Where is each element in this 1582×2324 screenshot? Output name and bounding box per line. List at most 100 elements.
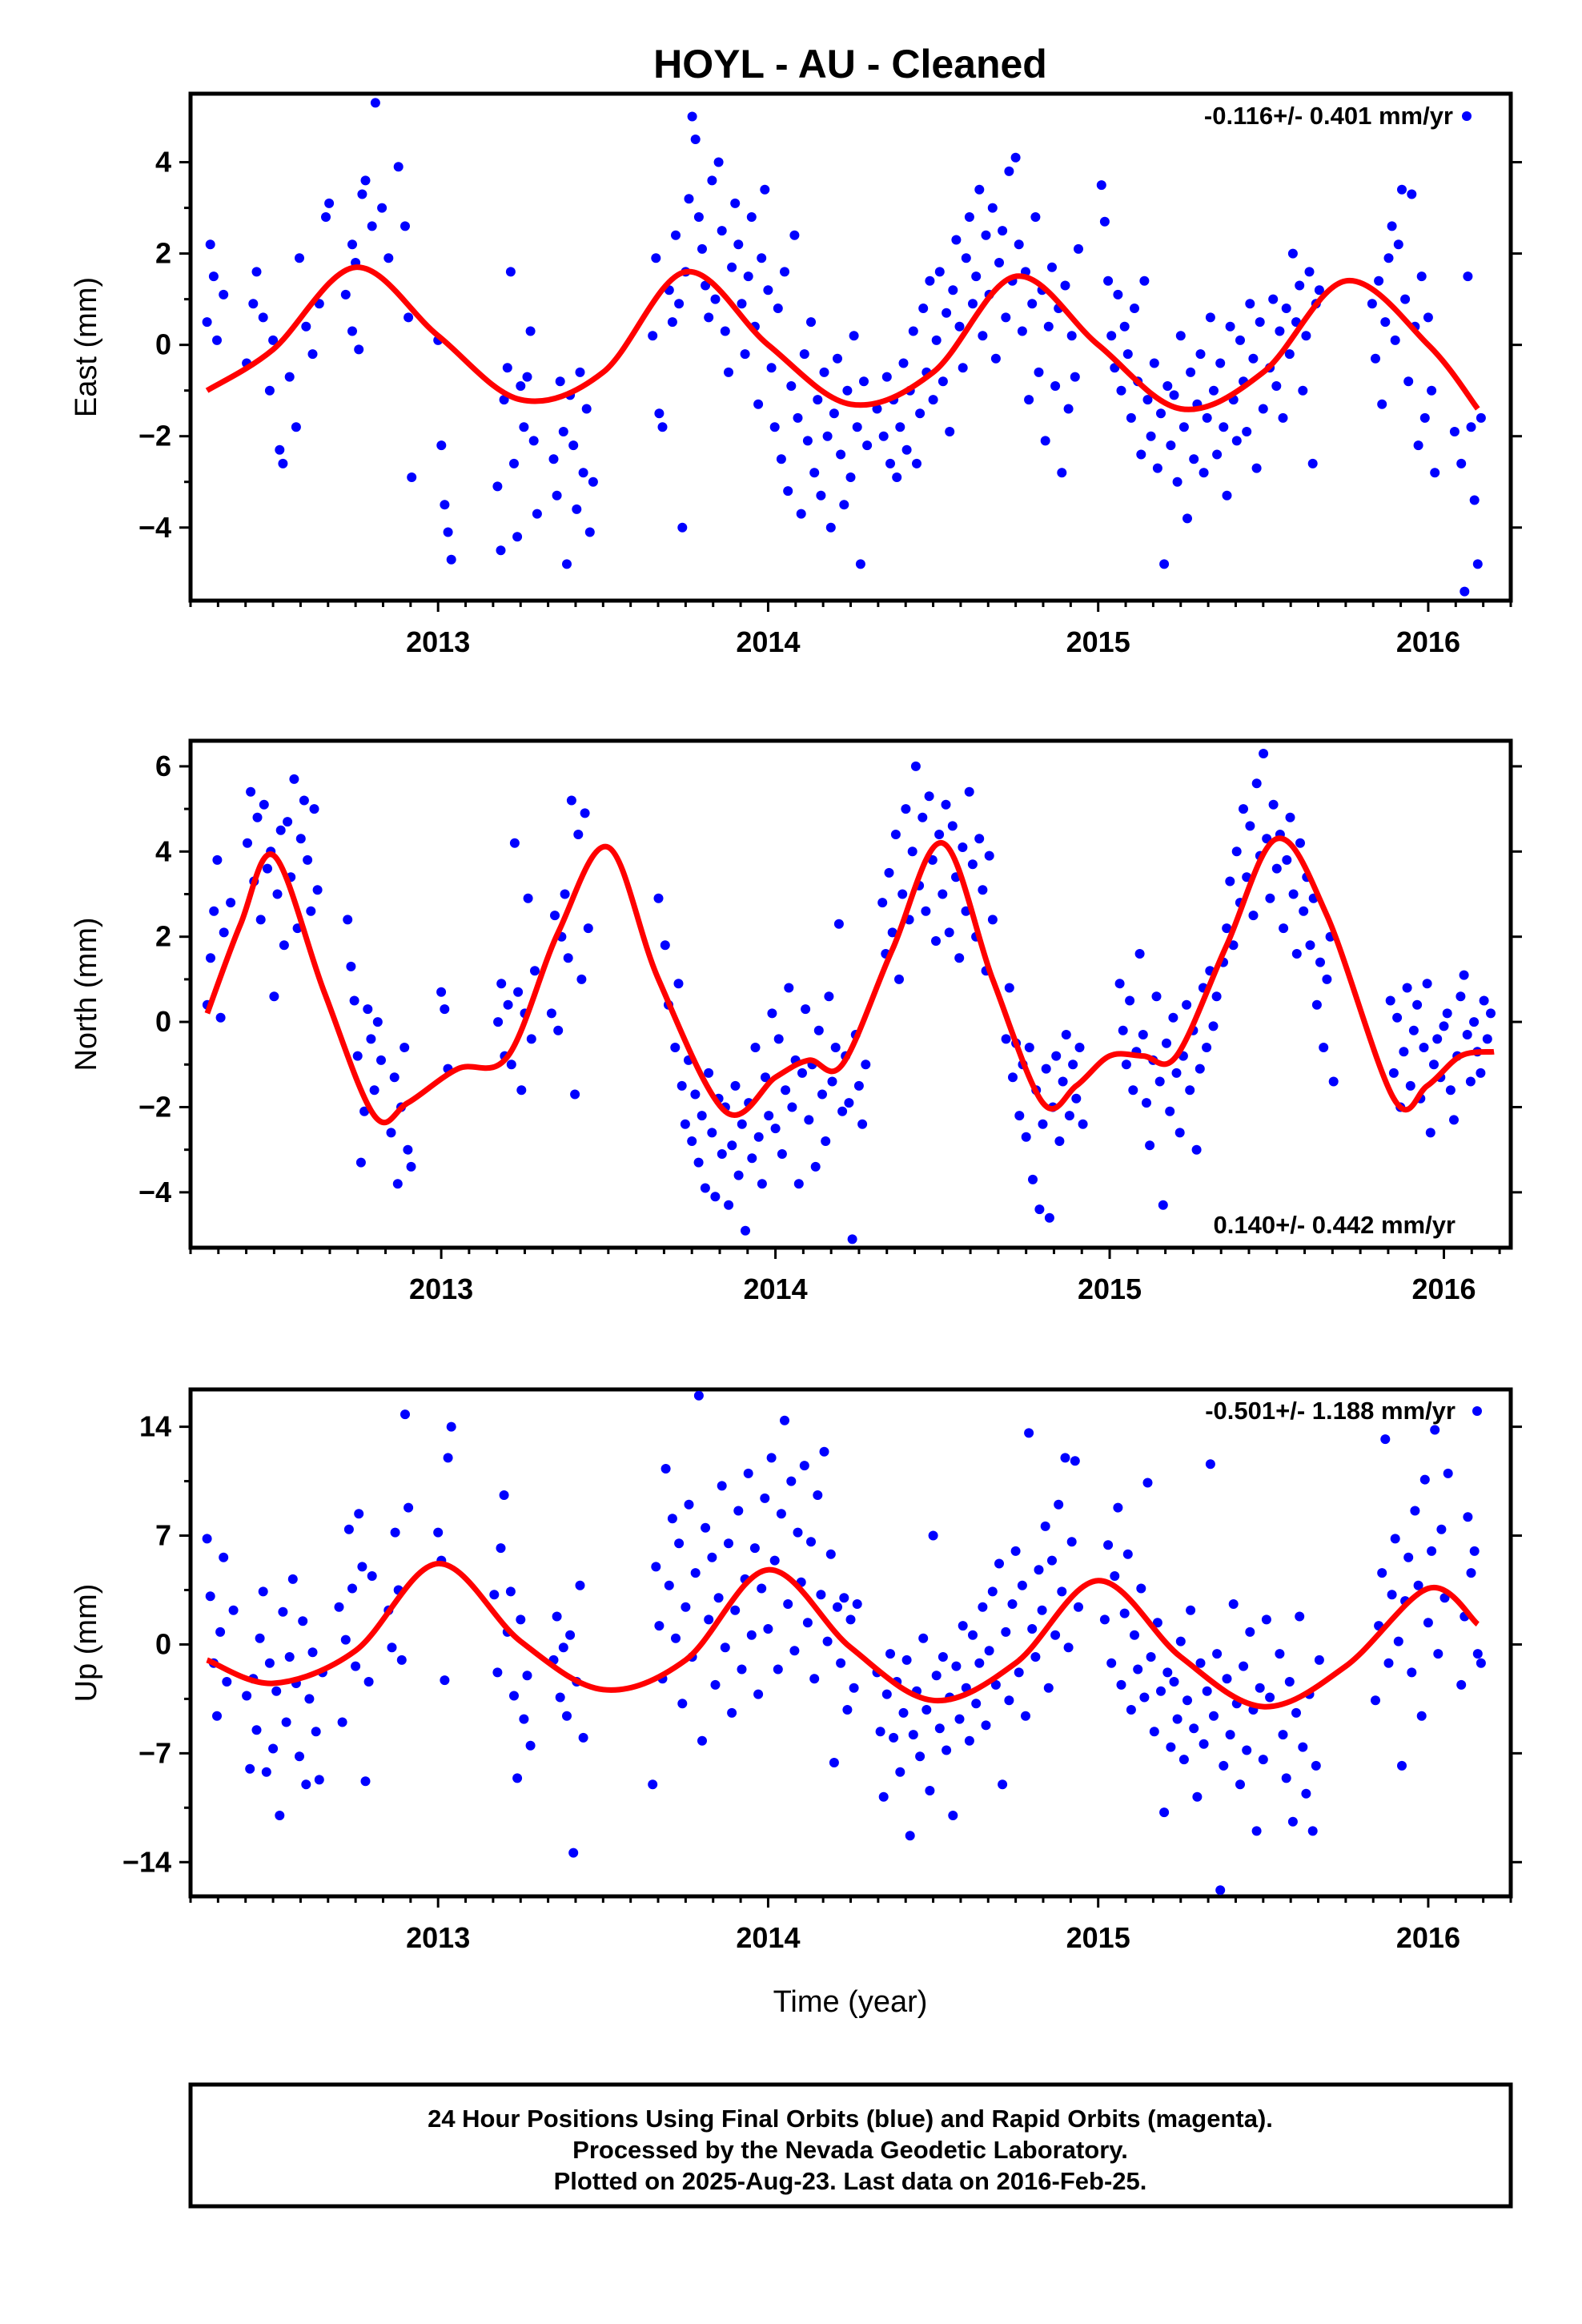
data-point bbox=[259, 799, 269, 810]
data-point bbox=[311, 1727, 321, 1737]
data-point bbox=[727, 1707, 737, 1718]
data-point bbox=[1057, 468, 1067, 478]
data-point bbox=[279, 940, 289, 951]
data-point bbox=[1014, 1667, 1024, 1678]
data-point bbox=[710, 1192, 721, 1202]
data-point bbox=[1209, 1711, 1219, 1721]
data-point bbox=[502, 363, 512, 373]
data-point bbox=[934, 830, 945, 839]
data-point bbox=[1390, 335, 1400, 345]
data-point bbox=[301, 1779, 311, 1790]
data-point bbox=[1430, 1425, 1440, 1435]
data-point bbox=[1116, 385, 1126, 396]
data-point bbox=[690, 135, 701, 144]
data-point bbox=[861, 1059, 871, 1070]
data-point bbox=[1222, 490, 1232, 501]
data-point bbox=[934, 1723, 945, 1734]
data-point bbox=[746, 212, 757, 222]
data-point bbox=[284, 1652, 295, 1662]
data-point bbox=[1413, 440, 1423, 451]
data-point bbox=[852, 1599, 862, 1609]
data-point bbox=[830, 1043, 841, 1052]
data-point bbox=[1284, 349, 1295, 360]
data-point bbox=[1443, 1468, 1453, 1478]
data-point bbox=[707, 1128, 717, 1138]
data-point bbox=[1425, 1128, 1435, 1138]
data-point bbox=[1271, 863, 1282, 874]
data-point bbox=[264, 1658, 275, 1668]
data-point bbox=[370, 98, 380, 108]
data-point bbox=[978, 331, 988, 341]
data-point bbox=[945, 427, 955, 436]
data-point bbox=[915, 408, 926, 419]
data-point bbox=[1182, 999, 1192, 1010]
data-point bbox=[440, 1004, 450, 1015]
data-point bbox=[862, 440, 873, 451]
data-point bbox=[836, 449, 846, 460]
data-point bbox=[1110, 1571, 1120, 1581]
data-point bbox=[528, 436, 539, 446]
data-point bbox=[1149, 1727, 1159, 1737]
data-point bbox=[309, 804, 319, 814]
data-point bbox=[1074, 1602, 1083, 1612]
data-point bbox=[205, 239, 215, 250]
data-point bbox=[994, 258, 1004, 267]
data-point bbox=[710, 1679, 721, 1690]
data-point bbox=[1278, 412, 1288, 423]
data-point bbox=[492, 481, 503, 492]
data-point bbox=[1041, 1063, 1051, 1074]
data-point bbox=[1328, 1076, 1339, 1087]
data-point bbox=[219, 927, 229, 938]
data-point bbox=[1456, 458, 1467, 468]
data-point bbox=[1235, 335, 1245, 345]
data-point bbox=[753, 1132, 764, 1142]
y-tick-label: −2 bbox=[139, 1090, 171, 1123]
data-point bbox=[704, 312, 714, 323]
data-point bbox=[901, 444, 912, 455]
data-point bbox=[931, 1671, 942, 1681]
data-point bbox=[387, 1642, 397, 1653]
data-point bbox=[1275, 326, 1285, 336]
data-point bbox=[990, 353, 1001, 364]
data-point bbox=[503, 999, 513, 1010]
data-point bbox=[887, 927, 897, 938]
data-point bbox=[301, 321, 311, 332]
data-point bbox=[202, 317, 212, 328]
data-point bbox=[306, 906, 316, 916]
data-point bbox=[954, 1714, 965, 1724]
data-point bbox=[1146, 1652, 1156, 1662]
data-point bbox=[550, 911, 560, 921]
data-point bbox=[1159, 559, 1170, 569]
data-point bbox=[797, 1068, 807, 1078]
data-point bbox=[367, 1571, 377, 1581]
data-point bbox=[492, 1667, 503, 1678]
data-point bbox=[839, 500, 849, 510]
data-point bbox=[942, 308, 952, 318]
data-point bbox=[1423, 1618, 1433, 1628]
data-point bbox=[1291, 949, 1302, 959]
data-point bbox=[1476, 1068, 1486, 1078]
data-point bbox=[885, 458, 895, 468]
data-point bbox=[974, 834, 985, 844]
data-point bbox=[555, 1692, 565, 1703]
data-point bbox=[1466, 1568, 1476, 1578]
data-point bbox=[853, 1080, 864, 1091]
data-point bbox=[687, 1136, 697, 1146]
data-point bbox=[730, 1605, 741, 1615]
data-point bbox=[1295, 1611, 1305, 1622]
data-point bbox=[1066, 1537, 1077, 1547]
data-point bbox=[872, 404, 882, 414]
data-point bbox=[833, 353, 842, 364]
data-point bbox=[588, 476, 598, 487]
data-point bbox=[505, 1586, 516, 1597]
data-point bbox=[819, 1446, 829, 1457]
data-point bbox=[1311, 999, 1322, 1010]
data-point bbox=[894, 974, 904, 984]
data-point bbox=[347, 326, 357, 336]
data-point bbox=[1255, 317, 1265, 328]
data-point bbox=[700, 1183, 710, 1193]
data-point bbox=[1119, 1608, 1130, 1618]
data-point bbox=[298, 1616, 308, 1626]
data-point bbox=[1152, 1618, 1162, 1628]
data-point bbox=[901, 1655, 912, 1665]
